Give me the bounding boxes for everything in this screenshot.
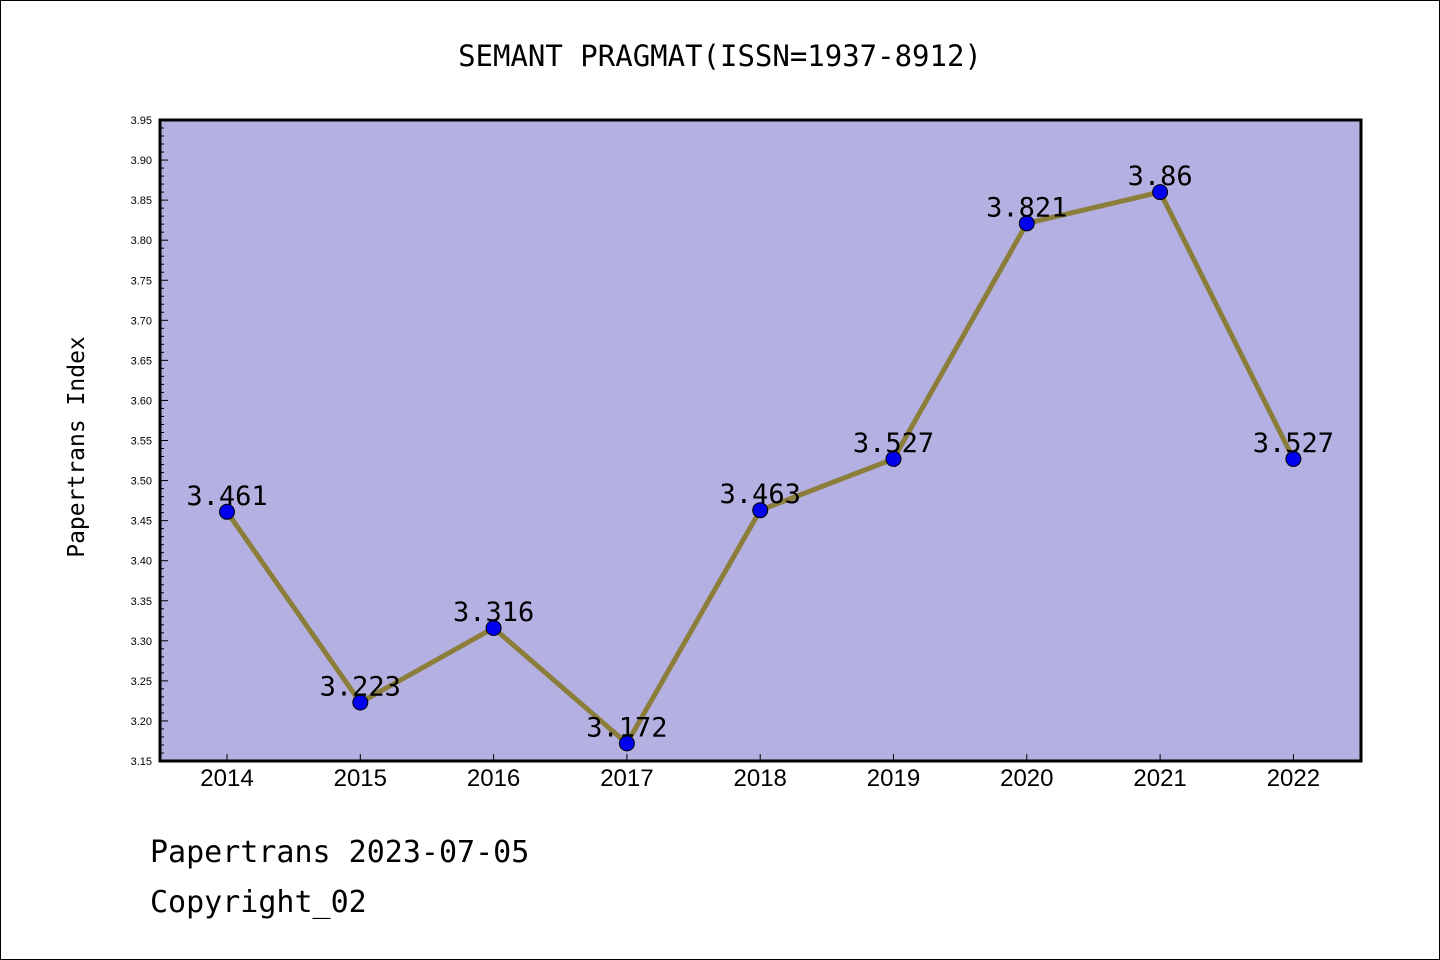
x-tick-label: 2018 — [734, 765, 787, 792]
x-tick-label: 2022 — [1267, 765, 1320, 792]
data-point-marker — [219, 503, 235, 520]
y-tick-label: 3.95 — [131, 115, 152, 127]
y-tick-label: 3.85 — [131, 195, 152, 207]
y-tick-label: 3.20 — [131, 716, 152, 728]
y-tick-label: 3.90 — [131, 155, 152, 167]
markers-group — [219, 184, 1302, 752]
data-label: 3.821 — [986, 192, 1067, 223]
data-label: 3.527 — [1253, 428, 1334, 459]
chart-title: SEMANT PRAGMAT(ISSN=1937-8912) — [458, 39, 982, 73]
data-point-marker — [752, 502, 769, 519]
y-tick-label: 3.25 — [131, 676, 152, 688]
y-tick-label: 3.60 — [131, 395, 152, 407]
y-tick-label: 3.35 — [131, 596, 152, 608]
y-axis-label: Papertrans Index — [64, 336, 90, 558]
x-tick-label: 2014 — [200, 765, 253, 792]
y-axis: 3.15 3.20 3.25 3.30 3.35 3.40 3.45 3.50 3.55 3.60… — [131, 115, 168, 768]
data-label: 3.461 — [186, 481, 267, 512]
data-point-marker — [1152, 184, 1169, 201]
data-point-marker — [485, 619, 502, 636]
x-tick-label: 2021 — [1133, 765, 1186, 792]
data-point-marker — [1018, 215, 1035, 232]
x-tick-label: 2016 — [467, 765, 520, 792]
y-tick-label: 3.45 — [131, 516, 152, 528]
data-label: 3.172 — [586, 712, 667, 743]
footer-date-line: Papertrans 2023-07-05 — [150, 835, 530, 870]
data-point-marker — [352, 694, 369, 711]
data-labels-group: 3.461 3.223 3.316 3.172 3.463 3.527 3.821 3.86 3… — [186, 161, 1334, 743]
plot-border — [158, 118, 1363, 763]
data-label: 3.316 — [453, 597, 534, 628]
y-tick-label: 3.40 — [131, 556, 152, 568]
data-label: 3.86 — [1128, 161, 1193, 192]
x-axis: 2014 2015 2016 2017 2018 2019 2020 2021 2022 — [200, 754, 1320, 792]
y-tick-label: 3.15 — [131, 756, 152, 768]
footer-copyright-line: Copyright_02 — [150, 885, 367, 920]
data-label: 3.223 — [320, 672, 401, 703]
data-point-marker — [618, 735, 635, 752]
data-label: 3.463 — [720, 479, 801, 510]
data-point-marker — [1285, 450, 1302, 467]
x-tick-label: 2020 — [1000, 765, 1053, 792]
y-tick-label: 3.75 — [131, 275, 152, 287]
data-label: 3.527 — [853, 428, 934, 459]
x-tick-label: 2019 — [867, 765, 920, 792]
y-tick-label: 3.55 — [131, 436, 152, 448]
data-point-marker — [885, 450, 902, 467]
y-tick-label: 3.65 — [131, 355, 152, 367]
y-tick-label: 3.80 — [131, 235, 152, 247]
x-tick-label: 2017 — [600, 765, 653, 792]
plot-area — [160, 120, 1361, 761]
x-tick-label: 2015 — [334, 765, 387, 792]
y-tick-label: 3.50 — [131, 476, 152, 488]
y-tick-label: 3.30 — [131, 636, 152, 648]
y-tick-label: 3.70 — [131, 315, 152, 327]
